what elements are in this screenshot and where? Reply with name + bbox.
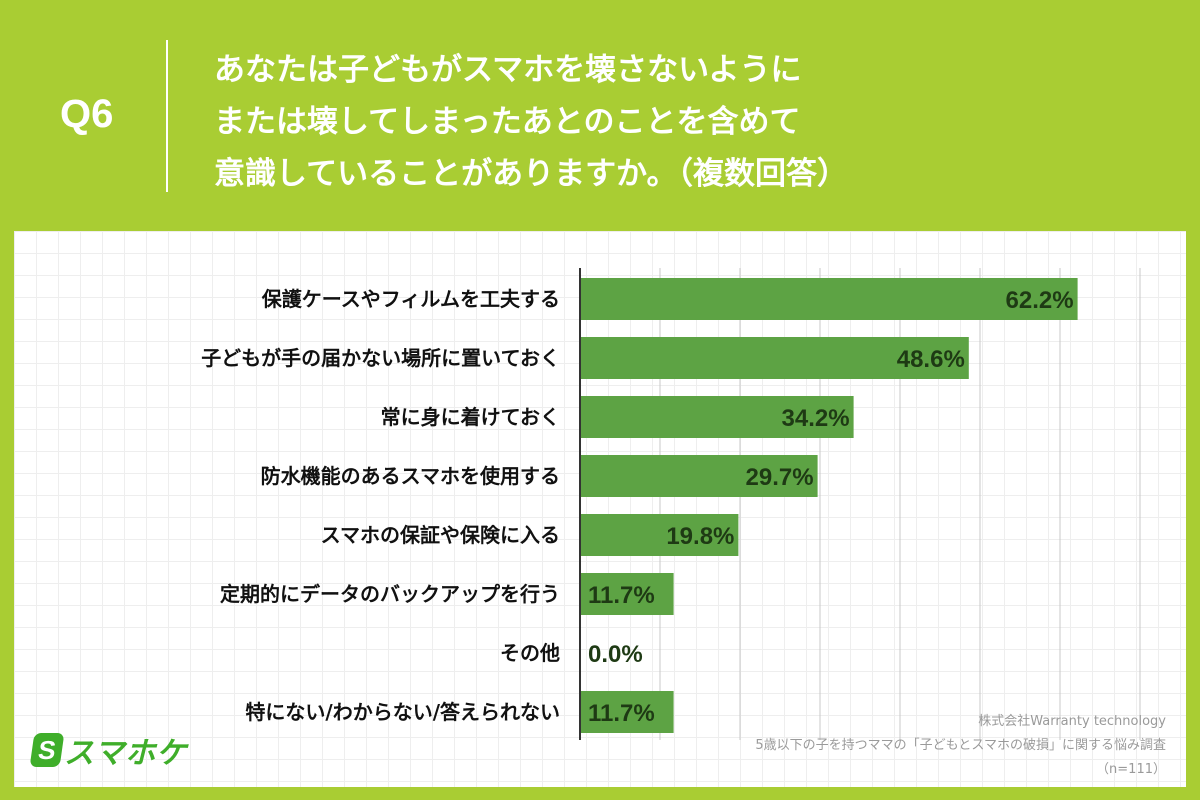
header-divider [166,40,168,192]
bar-5 [580,573,674,615]
chart-panel [14,231,1186,787]
category-label-1: 子どもが手の届かない場所に置いておく [201,346,560,370]
value-label-5: 11.7% [588,582,655,609]
category-label-7: 特にない/わからない/答えられない [245,700,560,724]
value-label-1: 48.6% [897,346,965,373]
question-number: Q6 [60,92,114,136]
logo-text: スマホケ [64,736,188,771]
value-label-2: 34.2% [782,405,850,432]
question-line-3: 意識していることがありますか。（複数回答） [214,156,848,192]
bar-2 [580,396,854,438]
source-sample: （n=111） [1096,762,1166,777]
logo-mark-icon: S [29,733,65,767]
bar-0 [580,278,1078,320]
category-label-6: その他 [500,641,560,665]
category-label-3: 防水機能のあるスマホを使用する [261,464,560,488]
value-label-4: 19.8% [666,523,734,550]
value-label-0: 62.2% [1006,287,1074,314]
value-label-3: 29.7% [746,464,814,491]
value-label-6: 0.0% [588,641,643,668]
source-note: 株式会社Warranty technology 5歳以下の子を持つママの「子ども… [755,710,1166,782]
question-line-2: または壊してしまったあとのことを含めて [214,104,801,140]
question-text: あなたは子どもがスマホを壊さないように または壊してしまったあとのことを含めて … [214,44,1154,200]
bar-7 [580,691,674,733]
category-label-2: 常に身に着けておく [381,405,560,429]
bar-3 [580,455,818,497]
brand-logo: S スマホケ [29,728,188,772]
source-survey: 5歳以下の子を持つママの「子どもとスマホの破損」に関する悩み調査 [755,738,1166,753]
category-label-0: 保護ケースやフィルムを工夫する [261,287,560,311]
bar-4 [580,514,739,556]
source-company: 株式会社Warranty technology [978,714,1166,729]
value-label-7: 11.7% [588,700,655,727]
question-line-1: あなたは子どもがスマホを壊さないように [214,52,802,88]
category-label-4: スマホの保証や保険に入る [321,523,560,547]
category-label-5: 定期的にデータのバックアップを行う [220,582,560,606]
bar-1 [580,337,969,379]
